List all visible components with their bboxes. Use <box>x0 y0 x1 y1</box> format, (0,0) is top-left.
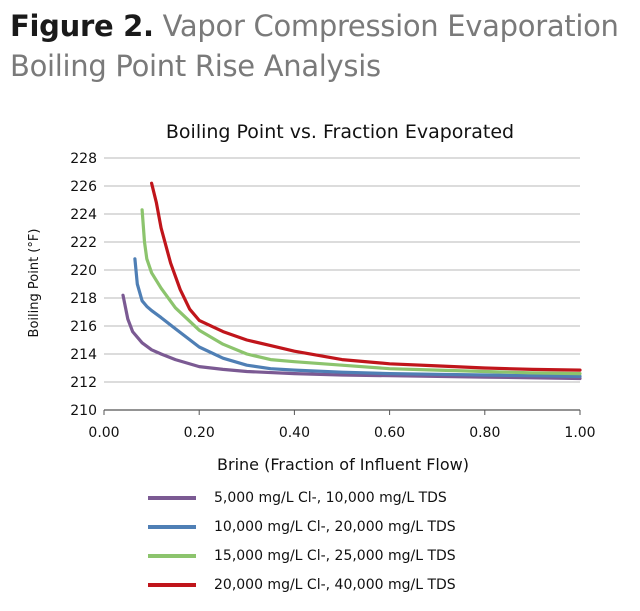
x-tick-label: 0.80 <box>469 425 500 441</box>
series-lines <box>121 181 582 381</box>
x-tick-label: 0.20 <box>184 425 215 441</box>
legend-item-3: 15,000 mg/L Cl-, 25,000 mg/L TDS <box>148 545 618 567</box>
legend-swatch <box>148 583 196 587</box>
x-tick-label: 1.00 <box>564 425 595 441</box>
x-axis-label: Brine (Fraction of Influent Flow) <box>217 455 469 474</box>
series-line-2 <box>133 257 582 378</box>
figure-title-line2: Boiling Point Rise Analysis <box>10 49 381 83</box>
y-tick-label: 220 <box>70 263 97 279</box>
legend-item-2: 10,000 mg/L Cl-, 20,000 mg/L TDS <box>148 516 618 538</box>
legend-label: 20,000 mg/L Cl-, 40,000 mg/L TDS <box>214 577 456 593</box>
legend-swatch <box>148 554 196 558</box>
series-line-1 <box>121 293 582 381</box>
y-tick-label: 228 <box>70 151 97 167</box>
chart-title: Boiling Point vs. Fraction Evaporated <box>166 121 514 143</box>
y-axis-label: Boiling Point (°F) <box>27 229 42 338</box>
legend-swatch <box>148 496 196 500</box>
chart-legend: 5,000 mg/L Cl-, 10,000 mg/L TDS 10,000 mg… <box>148 487 618 603</box>
x-tick-label: 0.40 <box>279 425 310 441</box>
y-tick-label: 222 <box>70 235 97 251</box>
axes: 210 212 214 216 218 220 222 224 226 228 0.00 0.20 0.… <box>70 151 595 441</box>
legend-label: 5,000 mg/L Cl-, 10,000 mg/L TDS <box>214 490 447 506</box>
series-line-4 <box>150 181 582 372</box>
legend-item-1: 5,000 mg/L Cl-, 10,000 mg/L TDS <box>148 487 618 509</box>
figure-label: Figure 2. <box>10 9 154 43</box>
x-tick-label: 0.60 <box>374 425 405 441</box>
y-tick-label: 216 <box>70 319 97 335</box>
legend-item-4: 20,000 mg/L Cl-, 40,000 mg/L TDS <box>148 574 618 596</box>
y-tick-label: 210 <box>70 403 97 419</box>
y-tick-label: 212 <box>70 375 97 391</box>
y-tick-label: 218 <box>70 291 97 307</box>
x-tick-label: 0.00 <box>88 425 119 441</box>
y-tick-label: 224 <box>70 207 97 223</box>
figure-heading: Figure 2. Vapor Compression Evaporation … <box>10 6 635 86</box>
series-line-3 <box>140 208 582 376</box>
figure-title-line1: Vapor Compression Evaporation <box>162 9 619 43</box>
line-chart: Boiling Point vs. Fraction Evaporated 21… <box>27 121 596 474</box>
legend-label: 15,000 mg/L Cl-, 25,000 mg/L TDS <box>214 548 456 564</box>
legend-swatch <box>148 525 196 529</box>
y-tick-label: 226 <box>70 179 97 195</box>
grid-lines <box>104 157 580 383</box>
y-tick-label: 214 <box>70 347 97 363</box>
legend-label: 10,000 mg/L Cl-, 20,000 mg/L TDS <box>214 519 456 535</box>
